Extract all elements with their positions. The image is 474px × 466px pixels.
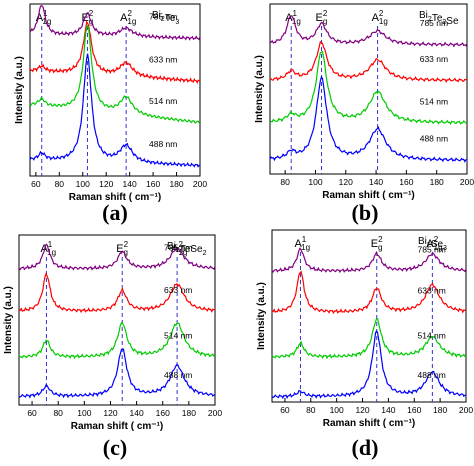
series-label: 488 nm bbox=[418, 370, 446, 380]
plot-frame bbox=[271, 229, 467, 403]
series-633-nm bbox=[271, 270, 467, 315]
peak-label: E2 g bbox=[116, 240, 128, 257]
panel-b: 80 100 120 140 160 180 200 Raman shift ( cm⁻¹) I… bbox=[254, 3, 474, 201]
x-tick-label: 180 bbox=[433, 405, 447, 415]
x-tick-label: 160 bbox=[399, 177, 413, 187]
x-tick-label: 160 bbox=[407, 405, 421, 415]
peak-label: A2 1g bbox=[171, 240, 187, 257]
x-tick-label: 100 bbox=[76, 179, 90, 189]
y-axis-label: Intensity (a.u.) bbox=[256, 282, 267, 350]
series-633-nm bbox=[19, 271, 216, 314]
series-514-nm bbox=[18, 322, 216, 360]
series-label: 488 nm bbox=[164, 370, 192, 380]
series-785-nm bbox=[18, 243, 216, 271]
peak-label: A1 1g bbox=[36, 9, 52, 26]
material-label: Bi2TeSe2 bbox=[167, 241, 207, 257]
panel-label: (c) bbox=[103, 435, 127, 460]
panel-d: 60 80 100 120 140 160 180 200 Raman shift ( cm⁻¹… bbox=[256, 229, 473, 429]
x-tick-label: 200 bbox=[460, 177, 474, 187]
series-label: 633 nm bbox=[164, 285, 192, 295]
peak-label: E2 g bbox=[371, 235, 383, 252]
x-tick-label: 120 bbox=[99, 179, 113, 189]
material-label: Bi2Se3 bbox=[418, 236, 447, 252]
peak-label: A2 1g bbox=[120, 9, 136, 26]
x-tick-label: 140 bbox=[123, 179, 137, 189]
x-tick-label: 140 bbox=[369, 177, 383, 187]
x-tick-label: 100 bbox=[308, 177, 322, 187]
x-tick-label: 120 bbox=[339, 177, 353, 187]
peak-label: A2 1g bbox=[426, 235, 442, 252]
series-633-nm bbox=[269, 40, 468, 83]
peak-label: A2 1g bbox=[372, 9, 388, 26]
peak-label: E2 g bbox=[316, 9, 328, 26]
panel-label: (d) bbox=[352, 435, 379, 460]
series-label: 488 nm bbox=[420, 134, 448, 144]
series-785-nm bbox=[271, 247, 467, 274]
plot-frame bbox=[29, 3, 201, 177]
y-axis-label: Intensity (a.u.) bbox=[14, 56, 25, 124]
series-label: 514 nm bbox=[418, 330, 446, 340]
x-tick-label: 80 bbox=[55, 179, 65, 189]
series-label: 785 nm bbox=[420, 18, 448, 28]
series-488-nm bbox=[29, 53, 201, 168]
series-514-nm bbox=[271, 318, 467, 360]
series-label: 633 nm bbox=[420, 54, 448, 64]
x-tick-label: 160 bbox=[146, 179, 160, 189]
x-axis-label: Raman shift ( cm⁻¹) bbox=[69, 192, 162, 203]
series-633-nm bbox=[29, 20, 201, 85]
x-tick-label: 80 bbox=[280, 177, 290, 187]
x-tick-label: 180 bbox=[169, 179, 183, 189]
series-label: 514 nm bbox=[420, 96, 448, 106]
series-785-nm bbox=[29, 5, 201, 41]
y-axis-label: Intensity (a.u.) bbox=[3, 286, 14, 354]
series-488-nm bbox=[269, 75, 468, 163]
series-label: 488 nm bbox=[149, 139, 177, 149]
x-tick-label: 200 bbox=[193, 179, 207, 189]
series-785-nm bbox=[269, 15, 468, 48]
x-tick-label: 100 bbox=[330, 405, 344, 415]
material-label: Bi2Te3 bbox=[152, 10, 179, 26]
series-514-nm bbox=[269, 50, 468, 125]
panel-label: (b) bbox=[352, 200, 379, 225]
x-tick-label: 160 bbox=[156, 408, 170, 418]
x-tick-label: 60 bbox=[31, 179, 41, 189]
x-tick-label: 200 bbox=[208, 408, 222, 418]
series-label: 785 nm bbox=[164, 242, 192, 252]
series-label: 633 nm bbox=[418, 286, 446, 296]
x-tick-label: 60 bbox=[280, 405, 290, 415]
plot-frame bbox=[18, 234, 216, 406]
y-axis-label: Intensity (a.u.) bbox=[254, 55, 265, 123]
series-label: 514 nm bbox=[164, 331, 192, 341]
panel-label: (a) bbox=[102, 200, 128, 225]
series-label: 785 nm bbox=[418, 244, 446, 254]
x-axis-label: Raman shift ( cm⁻¹) bbox=[71, 421, 164, 432]
x-tick-label: 180 bbox=[430, 177, 444, 187]
x-tick-label: 140 bbox=[130, 408, 144, 418]
series-label: 514 nm bbox=[149, 96, 177, 106]
x-tick-label: 200 bbox=[459, 405, 473, 415]
material-label: Bi2Te2Se bbox=[419, 10, 459, 27]
plot-frame bbox=[269, 3, 468, 175]
series-label: 633 nm bbox=[149, 54, 177, 64]
x-tick-label: 120 bbox=[103, 408, 117, 418]
series-514-nm bbox=[29, 24, 201, 124]
series-label: 785 nm bbox=[149, 11, 177, 21]
x-tick-label: 60 bbox=[27, 408, 37, 418]
x-tick-label: 180 bbox=[182, 408, 196, 418]
panel-c: 60 80 100 120 140 160 180 200 Raman shift ( cm⁻¹… bbox=[3, 234, 222, 432]
panel-a: 60 80 100 120 140 160 180 200 Raman shift ( cm⁻¹… bbox=[14, 3, 207, 203]
series-488-nm bbox=[18, 348, 216, 399]
x-tick-label: 140 bbox=[381, 405, 395, 415]
x-tick-label: 80 bbox=[306, 405, 316, 415]
x-axis-label: Raman shift ( cm⁻¹) bbox=[322, 190, 415, 201]
x-axis-label: Raman shift ( cm⁻¹) bbox=[323, 418, 416, 429]
peak-label: A1 1g bbox=[294, 235, 310, 252]
x-tick-label: 120 bbox=[355, 405, 369, 415]
x-tick-label: 80 bbox=[53, 408, 63, 418]
x-tick-label: 100 bbox=[77, 408, 91, 418]
series-488-nm bbox=[271, 329, 467, 400]
